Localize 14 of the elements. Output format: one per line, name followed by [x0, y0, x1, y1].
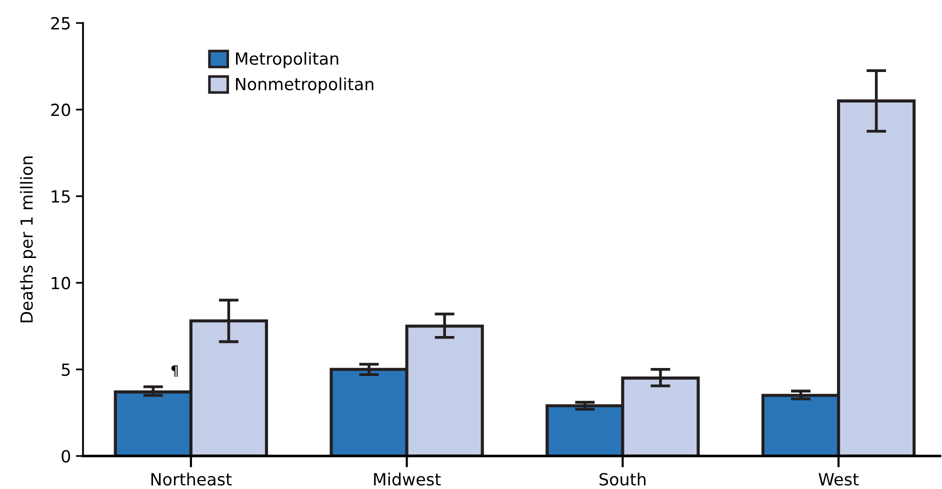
- y-axis-title: Deaths per 1 million: [20, 156, 36, 322]
- y-tick-label: 10: [52, 276, 70, 290]
- y-tick-label: 25: [51, 16, 70, 30]
- x-tick-label: Midwest: [374, 472, 441, 486]
- y-tick-label: 5: [62, 364, 70, 376]
- annotation: ¶: [171, 365, 178, 377]
- y-tick-label: 15: [52, 190, 70, 203]
- legend-label: Metropolitan: [236, 52, 338, 68]
- y-tick-label: 0: [62, 450, 70, 463]
- x-tick-label: West: [818, 473, 859, 486]
- y-tick-label: 20: [51, 104, 70, 116]
- legend-label: Nonmetropolitan: [236, 77, 374, 94]
- x-tick-label: Northeast: [151, 472, 232, 486]
- x-tick-label: South: [600, 472, 646, 486]
